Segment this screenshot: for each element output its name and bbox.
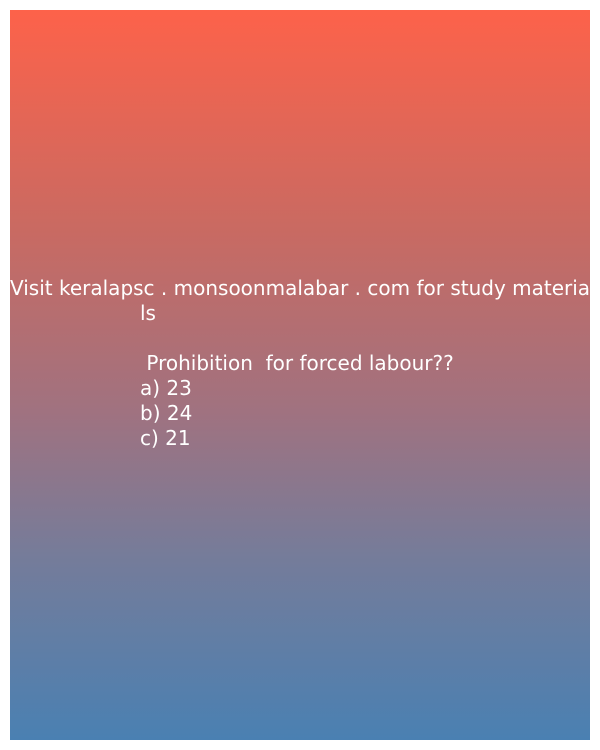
quiz-card: Visit keralapsc . monsoonmalabar . com f…	[10, 10, 590, 740]
promo-line-1: Visit keralapsc . monsoonmalabar . com f…	[10, 276, 591, 300]
option-a: a) 23	[140, 376, 192, 400]
option-c: c) 21	[140, 426, 191, 450]
question-text: Prohibition for forced labour??	[140, 351, 454, 375]
promo-line-2: ls	[140, 301, 156, 325]
option-b: b) 24	[140, 401, 193, 425]
spacer	[10, 326, 590, 351]
quiz-text-block: Visit keralapsc . monsoonmalabar . com f…	[10, 276, 590, 451]
